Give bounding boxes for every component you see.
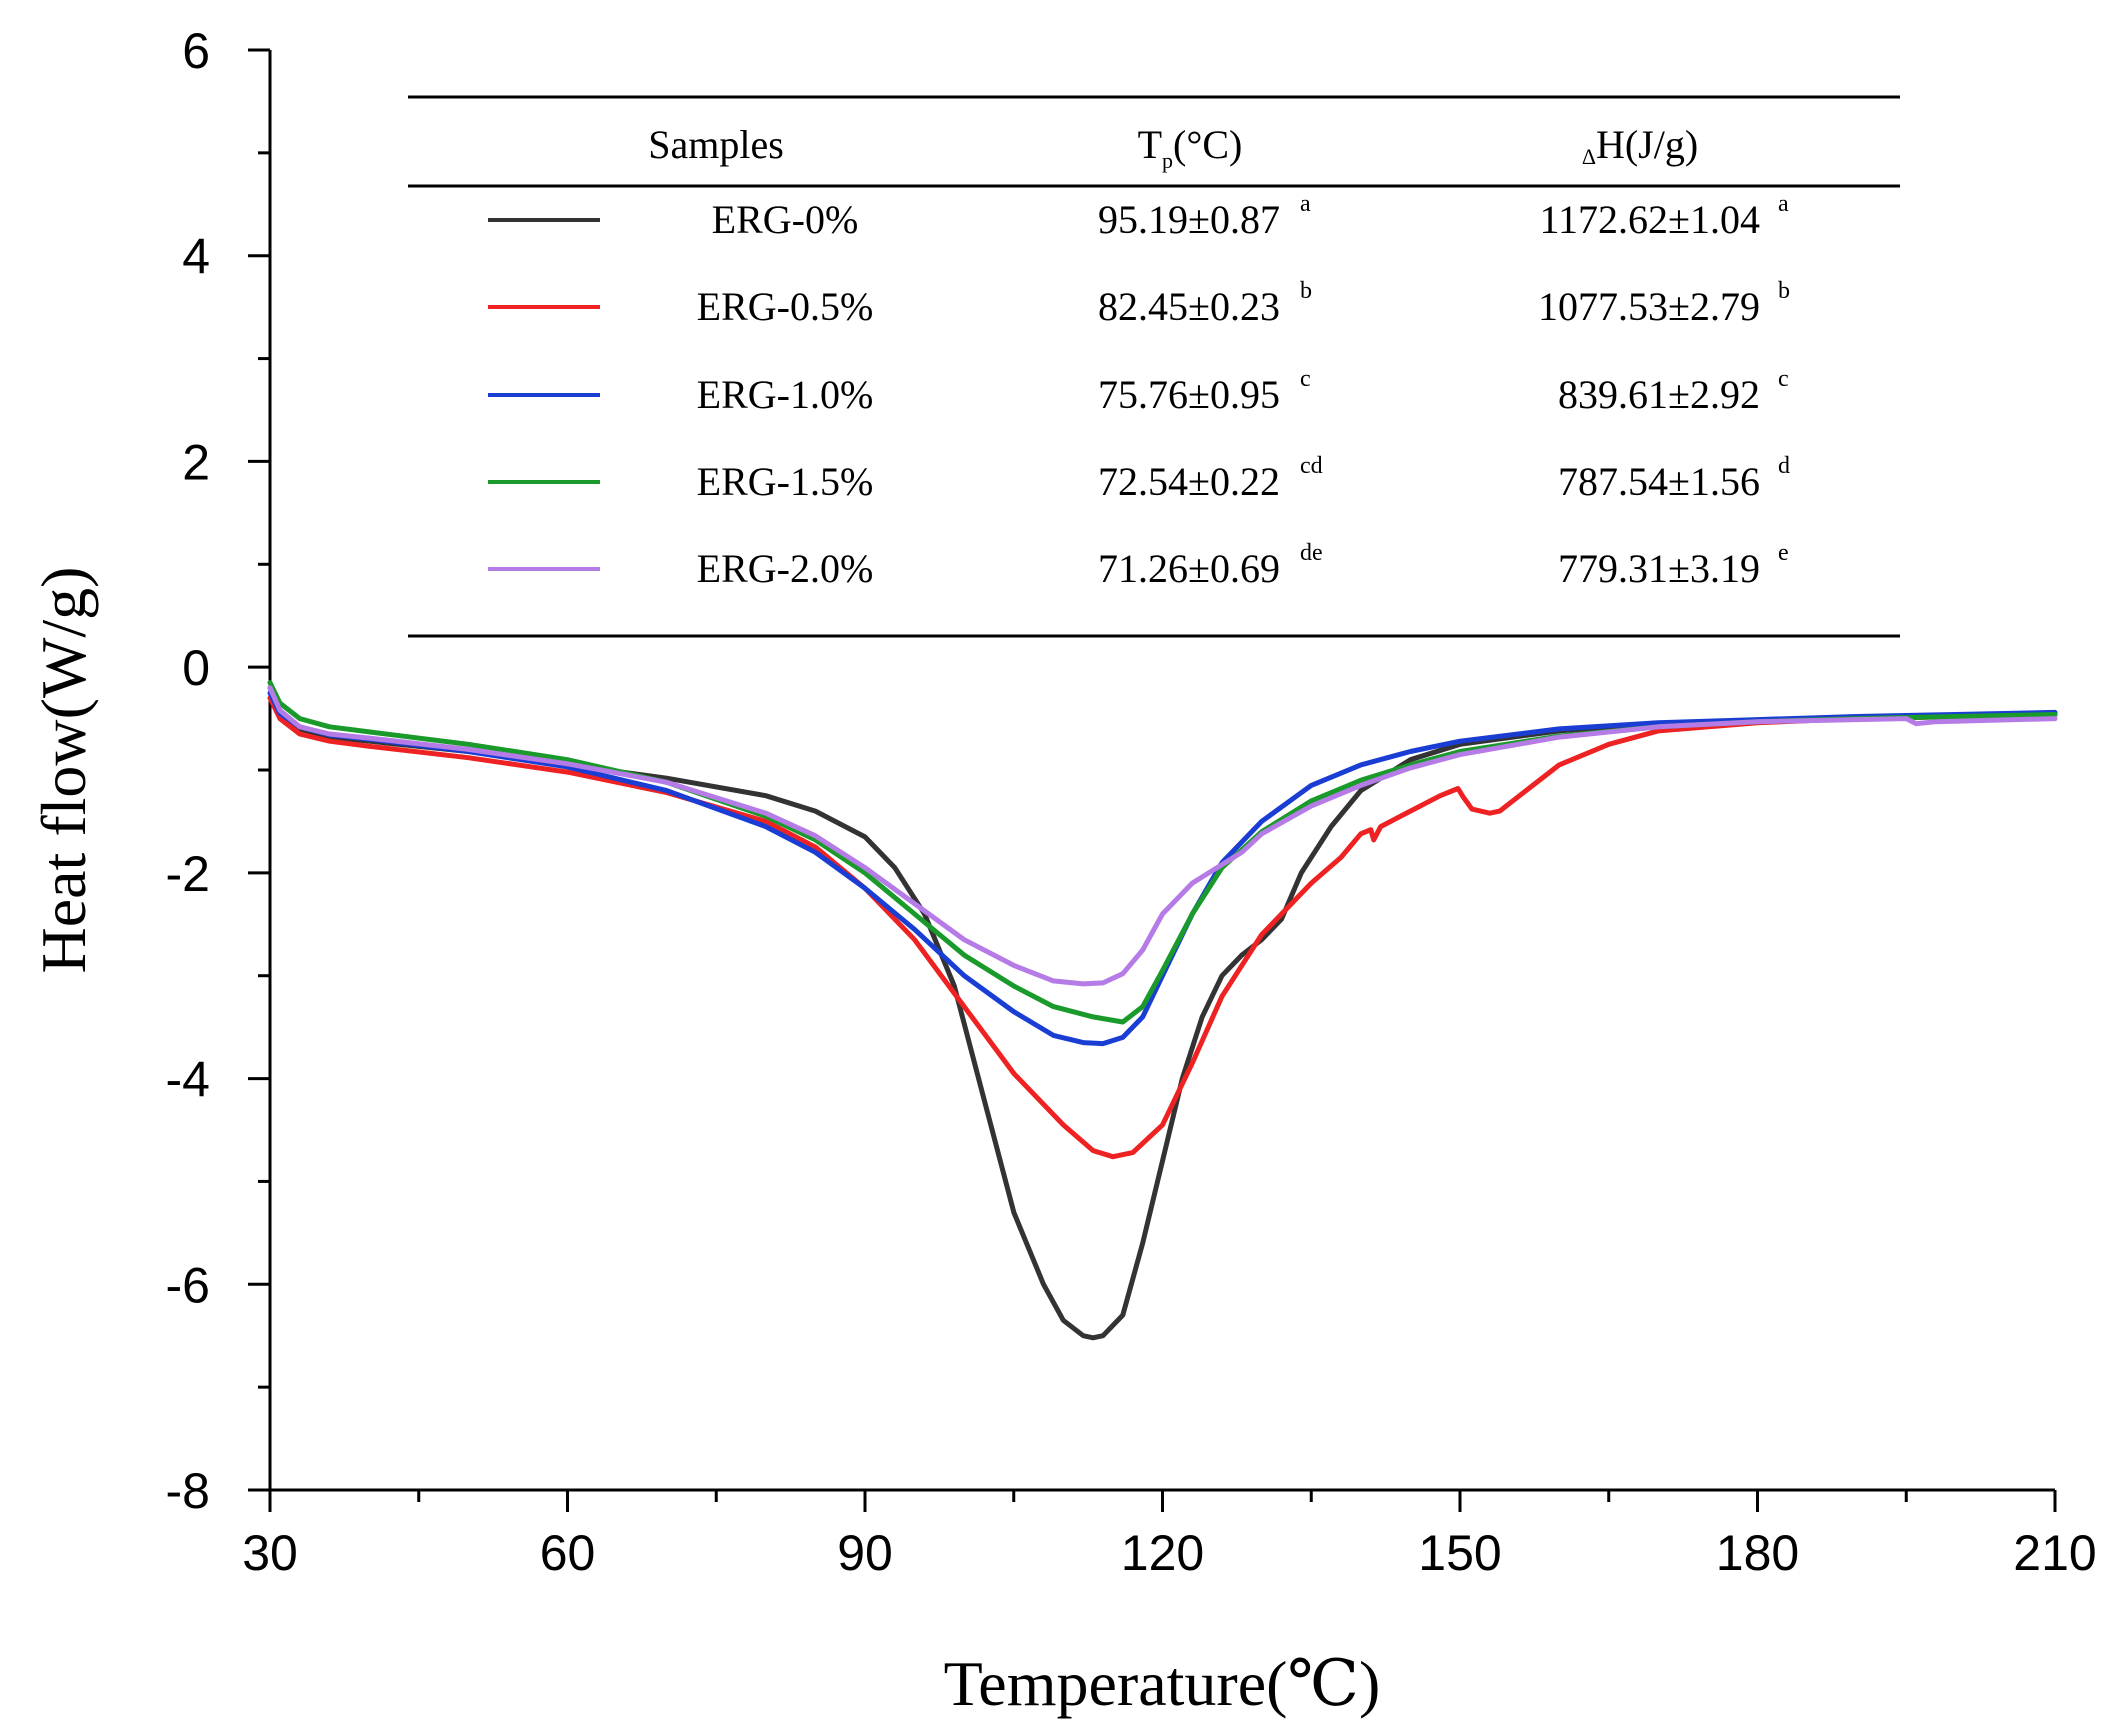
y-tick-label: -6 xyxy=(166,1257,210,1313)
x-tick-label: 120 xyxy=(1121,1525,1204,1581)
y-tick-label: -2 xyxy=(166,846,210,902)
table-sample-name: ERG-0.5% xyxy=(697,284,874,329)
x-tick-label: 150 xyxy=(1418,1525,1501,1581)
y-axis-title: Heat flow(W/g) xyxy=(28,567,99,974)
table-dh-significance: c xyxy=(1778,366,1789,392)
table-dh-value: 1077.53±2.79 xyxy=(1538,284,1760,329)
y-ticks: -8 -6 -4 -2 0 2 4 6 xyxy=(166,23,270,1519)
table-tp-significance: cd xyxy=(1300,453,1323,479)
x-tick-label: 180 xyxy=(1716,1525,1799,1581)
header-tp: Tp(°C) xyxy=(1138,122,1243,173)
x-axis-title: Temperature(℃) xyxy=(944,1648,1381,1719)
table-tp-value: 82.45±0.23 xyxy=(1098,284,1280,329)
table-sample-name: ERG-1.0% xyxy=(697,372,874,417)
x-tick-label: 210 xyxy=(2013,1525,2096,1581)
table-tp-value: 95.19±0.87 xyxy=(1098,197,1280,242)
header-dh-prefix: Δ xyxy=(1582,144,1596,169)
y-tick-label: 2 xyxy=(182,434,210,490)
table-sample-name: ERG-0% xyxy=(712,197,859,242)
x-tick-label: 30 xyxy=(242,1525,298,1581)
header-dh: ΔH(J/g) xyxy=(1582,122,1698,169)
table-sample-name: ERG-1.5% xyxy=(697,459,874,504)
table-dh-significance: b xyxy=(1778,278,1790,304)
header-tp-sub: p xyxy=(1162,148,1173,173)
table-tp-value: 71.26±0.69 xyxy=(1098,546,1280,591)
y-tick-label: 6 xyxy=(182,23,210,79)
y-tick-label: -4 xyxy=(166,1052,210,1108)
table-tp-significance: a xyxy=(1300,191,1311,217)
table-sample-name: ERG-2.0% xyxy=(697,546,874,591)
y-tick-label: -8 xyxy=(166,1463,210,1519)
table-tp-significance: de xyxy=(1300,540,1323,566)
x-tick-label: 60 xyxy=(540,1525,596,1581)
series-line-erg-2-0- xyxy=(267,685,2058,987)
table-dh-significance: e xyxy=(1778,540,1789,566)
series-layer xyxy=(267,680,2058,1341)
table-dh-value: 1172.62±1.04 xyxy=(1540,197,1760,242)
table-tp-significance: b xyxy=(1300,278,1312,304)
header-tp-main: T xyxy=(1138,122,1162,167)
table-dh-significance: a xyxy=(1778,191,1789,217)
inset-table: Samples Tp(°C) ΔH(J/g) ERG-0% 95.19±0.87 a… xyxy=(408,95,1900,638)
table-rows: ERG-0% 95.19±0.87 a 1172.62±1.04 a ERG-0.5% 82… xyxy=(488,191,1790,591)
x-tick-label: 90 xyxy=(837,1525,893,1581)
table-dh-value: 787.54±1.56 xyxy=(1558,459,1760,504)
header-tp-unit: (°C) xyxy=(1173,122,1242,167)
table-dh-value: 839.61±2.92 xyxy=(1558,372,1760,417)
y-tick-label: 0 xyxy=(182,640,210,696)
table-tp-significance: c xyxy=(1300,366,1311,392)
y-tick-label: 4 xyxy=(182,229,210,285)
header-dh-main: H(J/g) xyxy=(1596,122,1698,167)
table-tp-value: 72.54±0.22 xyxy=(1098,459,1280,504)
table-dh-value: 779.31±3.19 xyxy=(1558,546,1760,591)
table-tp-value: 75.76±0.95 xyxy=(1098,372,1280,417)
table-dh-significance: d xyxy=(1778,453,1790,479)
x-ticks: 30 60 90 120 150 180 210 xyxy=(242,1490,2097,1581)
header-samples: Samples xyxy=(648,122,784,167)
